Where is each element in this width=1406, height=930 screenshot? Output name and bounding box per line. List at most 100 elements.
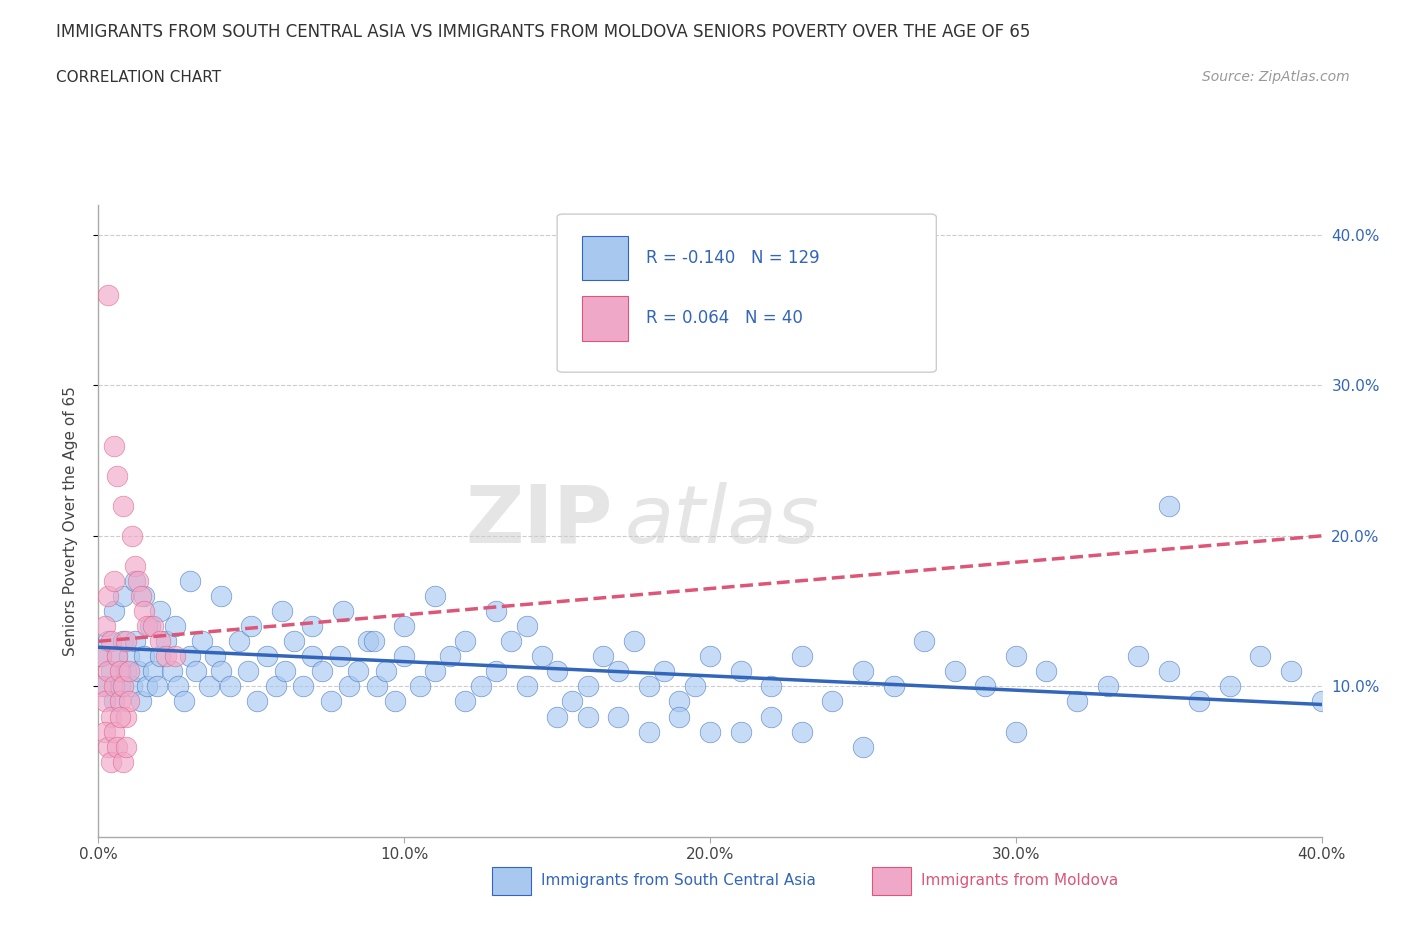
Point (124, 559, 146, 574)
Point (852, 664, 875, 679)
Point (730, 664, 752, 679)
Point (485, 604, 508, 618)
Point (943, 664, 966, 679)
Point (546, 664, 568, 679)
Point (134, 604, 156, 618)
Point (1279, 664, 1302, 679)
Point (347, 664, 370, 679)
Point (228, 634, 250, 649)
Point (264, 679, 287, 694)
Point (1219, 679, 1241, 694)
Point (108, 709, 131, 724)
Point (118, 664, 141, 679)
Point (454, 634, 477, 649)
Point (256, 649, 278, 664)
Point (790, 649, 813, 664)
Point (1157, 664, 1180, 679)
Text: R = 0.064   N = 40: R = 0.064 N = 40 (647, 310, 803, 327)
Point (1128, 649, 1150, 664)
Point (97, 739, 120, 754)
Point (111, 589, 134, 604)
Point (501, 634, 523, 649)
Point (167, 679, 190, 694)
Point (668, 694, 690, 709)
Point (105, 649, 128, 664)
Point (142, 618, 165, 633)
Text: atlas: atlas (624, 482, 820, 560)
Point (974, 679, 997, 694)
Point (111, 498, 134, 513)
Text: ZIP: ZIP (465, 482, 612, 560)
Point (127, 574, 149, 589)
Point (124, 634, 146, 649)
Point (115, 634, 138, 649)
Point (105, 468, 128, 483)
Point (516, 618, 538, 633)
Text: CORRELATION CHART: CORRELATION CHART (56, 70, 221, 85)
Point (108, 679, 131, 694)
Point (470, 679, 492, 694)
Point (1004, 724, 1026, 739)
Point (145, 679, 167, 694)
Point (90, 679, 112, 694)
Point (652, 664, 675, 679)
Point (136, 618, 159, 633)
Point (546, 709, 568, 724)
Point (103, 604, 125, 618)
Point (111, 679, 134, 694)
Point (93, 679, 115, 694)
Point (129, 694, 152, 709)
Point (238, 664, 260, 679)
Point (1188, 694, 1211, 709)
Point (699, 724, 721, 739)
Point (392, 649, 416, 664)
Point (292, 679, 315, 694)
Point (173, 694, 195, 709)
Point (197, 679, 219, 694)
Point (759, 679, 782, 694)
Bar (582, 297, 628, 340)
Point (134, 649, 156, 664)
Point (912, 634, 935, 649)
Point (100, 664, 122, 679)
Point (311, 664, 333, 679)
Point (163, 649, 186, 664)
Point (852, 739, 875, 754)
Point (105, 739, 128, 754)
Point (329, 649, 352, 664)
Point (219, 679, 242, 694)
Point (108, 664, 131, 679)
Text: Source: ZipAtlas.com: Source: ZipAtlas.com (1202, 70, 1350, 84)
Point (142, 664, 165, 679)
Point (139, 618, 162, 633)
Bar (582, 236, 628, 281)
Point (790, 724, 813, 739)
Point (683, 679, 706, 694)
Y-axis label: Seniors Poverty Over the Age of 65: Seniors Poverty Over the Age of 65 (63, 386, 77, 656)
Point (103, 679, 125, 694)
Point (240, 618, 263, 633)
Point (93, 724, 115, 739)
Point (366, 679, 388, 694)
Point (103, 724, 125, 739)
Point (423, 589, 446, 604)
FancyBboxPatch shape (557, 214, 936, 372)
Point (179, 649, 201, 664)
Point (392, 618, 416, 633)
Point (149, 604, 172, 618)
Point (1249, 649, 1271, 664)
Text: Immigrants from South Central Asia: Immigrants from South Central Asia (541, 873, 817, 888)
Point (759, 709, 782, 724)
Point (100, 754, 122, 769)
Point (186, 664, 208, 679)
Point (97, 664, 120, 679)
Point (1157, 498, 1180, 513)
Point (100, 709, 122, 724)
Point (204, 649, 226, 664)
Point (124, 574, 146, 589)
Point (129, 589, 152, 604)
Point (127, 664, 149, 679)
Point (332, 604, 354, 618)
Point (160, 664, 183, 679)
Point (1310, 694, 1333, 709)
